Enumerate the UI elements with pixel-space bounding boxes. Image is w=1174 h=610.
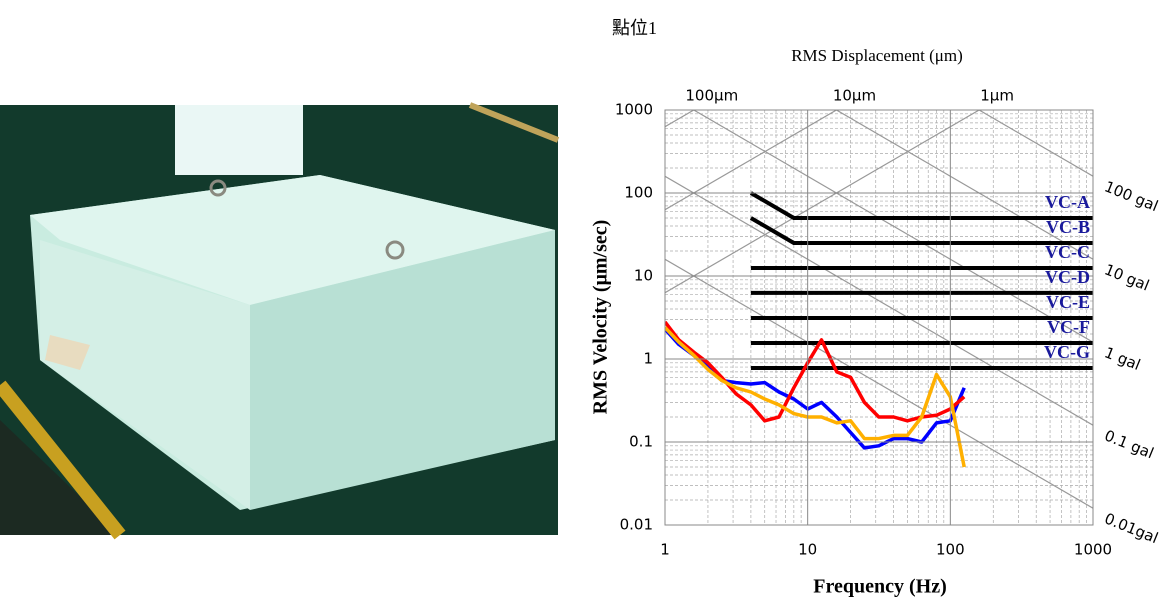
y-tick-label: 100 (624, 184, 653, 202)
criterion-label: VC-B (1046, 217, 1090, 237)
criterion-label: VC-G (1044, 342, 1090, 362)
y-tick-label: 1 (643, 350, 653, 368)
acceleration-tick-label: 10 gal (1102, 260, 1152, 294)
series-line (665, 326, 966, 468)
series-line (665, 320, 966, 423)
plot-area (665, 110, 1093, 525)
acceleration-tick-label: 100 gal (1102, 177, 1161, 215)
x-tick-label: 1 (660, 541, 670, 559)
acceleration-line (977, 110, 1093, 177)
displacement-line (665, 110, 981, 294)
y-tick-label: 0.1 (629, 433, 653, 451)
photo (0, 102, 560, 540)
criterion-line (749, 216, 1093, 245)
criterion-label: VC-E (1046, 292, 1090, 312)
displacement-tick-label: 10μm (833, 87, 876, 105)
criterion-label: VC-F (1047, 317, 1090, 337)
displacement-line (665, 110, 838, 211)
acceleration-line (665, 258, 1093, 509)
acceleration-line (665, 175, 1093, 426)
criterion-label: VC-A (1045, 192, 1090, 212)
x-tick-label: 10 (798, 541, 817, 559)
top-axis-label: RMS Displacement (μm) (791, 46, 963, 65)
displacement-tick-label: 100μm (685, 87, 738, 105)
y-tick-label: 0.01 (620, 516, 653, 534)
x-tick-label: 1000 (1074, 541, 1112, 559)
x-axis-label: Frequency (Hz) (813, 576, 947, 598)
displacement-tick-label: 1μm (980, 87, 1014, 105)
acceleration-tick-label: 1 gal (1102, 343, 1143, 374)
chart-title: 點位1 (612, 18, 657, 38)
acceleration-tick-label: 0.1 gal (1102, 426, 1157, 462)
y-tick-label: 1000 (615, 101, 653, 119)
x-tick-label: 100 (936, 541, 965, 559)
criterion-label: VC-C (1045, 242, 1090, 262)
y-tick-label: 10 (634, 267, 653, 285)
y-axis-label: RMS Velocity (μm/sec) (590, 220, 612, 415)
criterion-label: VC-D (1045, 267, 1090, 287)
criterion-line (749, 191, 1093, 220)
